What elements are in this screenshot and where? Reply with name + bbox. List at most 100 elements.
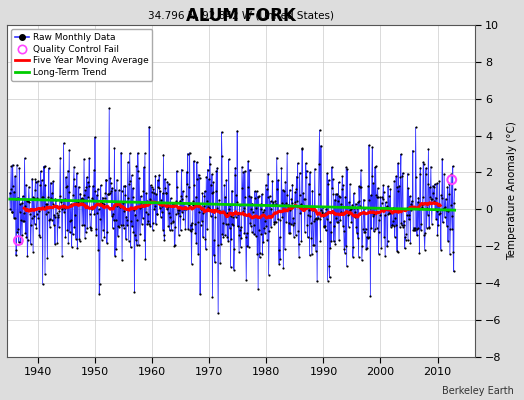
Point	[60, 196, 69, 202]
Point	[155, 184, 163, 191]
Point	[266, 198, 275, 204]
Point	[438, 156, 446, 162]
Point	[339, 223, 347, 229]
Point	[163, 178, 171, 185]
Point	[109, 210, 117, 217]
Point	[249, 231, 258, 237]
Point	[221, 232, 229, 239]
Point	[422, 165, 430, 171]
Point	[323, 277, 332, 284]
Point	[34, 215, 42, 222]
Point	[215, 197, 223, 203]
Point	[90, 211, 99, 217]
Point	[182, 205, 190, 212]
Point	[299, 206, 307, 212]
Point	[394, 249, 402, 255]
Point	[195, 209, 203, 216]
Point	[18, 232, 26, 239]
Point	[222, 177, 231, 183]
Point	[237, 224, 245, 230]
Point	[218, 153, 226, 159]
Point	[31, 176, 40, 183]
Point	[347, 211, 356, 217]
Point	[55, 208, 63, 214]
Point	[247, 194, 255, 200]
Point	[104, 191, 112, 198]
Point	[42, 211, 51, 217]
Point	[379, 182, 387, 188]
Point	[242, 234, 250, 240]
Point	[316, 142, 325, 149]
Point	[275, 234, 283, 240]
Point	[400, 245, 409, 252]
Point	[320, 223, 329, 229]
Point	[89, 204, 97, 210]
Point	[157, 197, 165, 204]
Point	[272, 154, 281, 161]
Point	[284, 202, 292, 208]
Point	[228, 221, 237, 227]
Point	[64, 240, 72, 246]
Point	[134, 168, 143, 174]
Point	[161, 176, 169, 182]
Point	[20, 218, 28, 224]
Point	[402, 212, 411, 218]
Point	[60, 208, 68, 215]
Point	[271, 219, 280, 225]
Point	[68, 202, 77, 208]
Point	[234, 232, 243, 238]
Point	[196, 291, 204, 298]
Point	[29, 248, 37, 255]
Point	[83, 225, 92, 232]
Point	[366, 293, 375, 299]
Point	[410, 224, 418, 231]
Point	[246, 223, 255, 229]
Point	[32, 179, 40, 185]
Point	[405, 185, 413, 192]
Point	[141, 150, 149, 156]
Point	[211, 259, 219, 266]
Point	[84, 183, 93, 189]
Point	[206, 213, 215, 219]
Point	[77, 197, 85, 204]
Point	[407, 206, 416, 213]
Point	[378, 194, 387, 201]
Point	[223, 234, 232, 240]
Point	[226, 201, 234, 208]
Legend: Raw Monthly Data, Quality Control Fail, Five Year Moving Average, Long-Term Tren: Raw Monthly Data, Quality Control Fail, …	[12, 30, 152, 81]
Point	[70, 164, 78, 170]
Point	[297, 238, 305, 244]
Point	[59, 202, 67, 208]
Point	[342, 242, 350, 249]
Point	[255, 193, 263, 199]
Point	[103, 240, 111, 246]
Point	[217, 129, 226, 135]
Point	[428, 196, 436, 202]
Point	[162, 206, 171, 212]
Point	[329, 190, 337, 197]
Point	[167, 195, 175, 202]
Point	[207, 182, 215, 188]
Point	[275, 247, 283, 254]
Point	[412, 174, 420, 180]
Point	[157, 209, 166, 215]
Point	[228, 187, 236, 194]
Point	[113, 176, 121, 183]
Point	[147, 184, 156, 191]
Point	[311, 248, 320, 254]
Point	[260, 224, 268, 231]
Point	[105, 190, 114, 196]
Point	[116, 204, 124, 210]
Point	[205, 205, 213, 211]
Point	[397, 151, 405, 158]
Point	[83, 174, 91, 180]
Point	[201, 188, 209, 194]
Point	[156, 188, 165, 194]
Point	[58, 205, 66, 212]
Point	[169, 218, 178, 224]
Point	[57, 199, 65, 205]
Point	[337, 208, 346, 215]
Point	[125, 150, 134, 156]
Point	[352, 200, 360, 207]
Point	[268, 178, 277, 184]
